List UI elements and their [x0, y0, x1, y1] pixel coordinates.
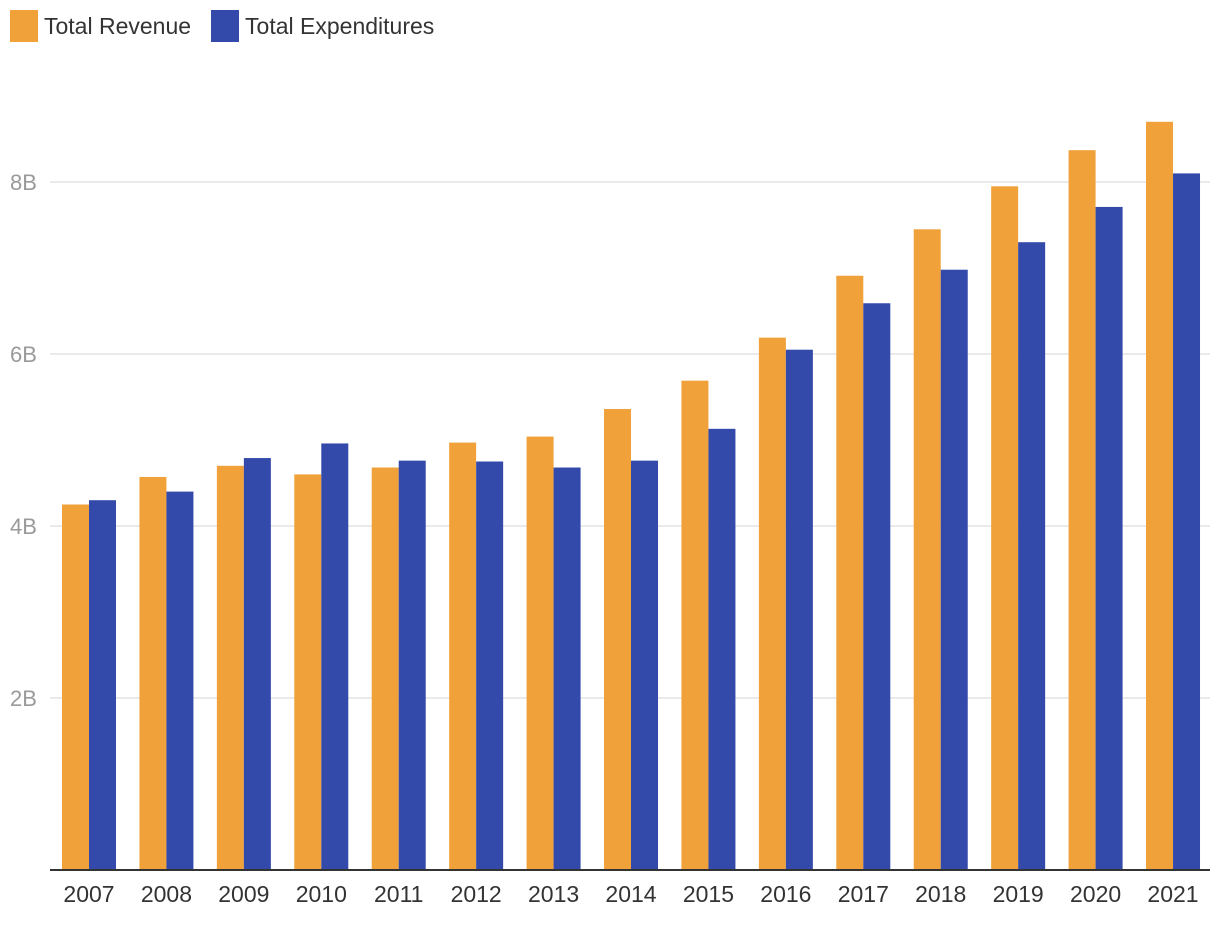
bar-total-expenditures-2014[interactable]: [631, 460, 659, 870]
y-tick-label: 4B: [10, 514, 37, 539]
bar-total-expenditures-2013[interactable]: [553, 467, 581, 870]
bar-total-expenditures-2007[interactable]: [89, 500, 116, 870]
y-tick-label: 2B: [10, 686, 37, 711]
bar-total-expenditures-2011[interactable]: [398, 460, 426, 870]
bar-total-revenue-2019[interactable]: [991, 186, 1019, 871]
legend-swatch-total-revenue: [10, 10, 38, 42]
x-tick-label-2016: 2016: [760, 881, 811, 907]
x-tick-label-2018: 2018: [915, 881, 966, 907]
x-tick-label-2017: 2017: [838, 881, 889, 907]
x-tick-label-2020: 2020: [1070, 881, 1121, 907]
bar-total-expenditures-2018[interactable]: [940, 269, 968, 871]
bar-total-expenditures-2008[interactable]: [166, 491, 194, 870]
bar-total-expenditures-2016[interactable]: [785, 349, 813, 870]
bar-total-revenue-2017[interactable]: [836, 275, 864, 870]
bars: [62, 121, 1201, 871]
bar-total-revenue-2014[interactable]: [604, 409, 632, 870]
bar-total-revenue-2015[interactable]: [681, 380, 709, 870]
axes: 2B 4B 6B 8B 2007 2008 2009 2010 2011 2012 2013 2014…: [10, 170, 1210, 907]
bar-total-expenditures-2019[interactable]: [1018, 242, 1046, 870]
bar-total-revenue-2018[interactable]: [913, 229, 941, 871]
bar-total-expenditures-2021[interactable]: [1173, 173, 1201, 870]
y-tick-label: 8B: [10, 170, 37, 195]
bar-total-revenue-2009[interactable]: [216, 465, 244, 870]
legend-swatch-total-expenditures: [211, 10, 240, 42]
bar-total-revenue-2013[interactable]: [526, 436, 554, 870]
x-tick-label-2014: 2014: [605, 881, 656, 907]
bar-total-revenue-2021[interactable]: [1146, 121, 1174, 871]
bar-total-revenue-2007[interactable]: [62, 504, 89, 871]
bar-total-revenue-2012[interactable]: [449, 442, 477, 870]
legend: Total Revenue Total Expenditures: [10, 10, 434, 42]
legend-item-total-expenditures[interactable]: Total Expenditures: [211, 10, 434, 42]
x-tick-label-2008: 2008: [141, 881, 192, 907]
x-tick-label-2013: 2013: [528, 881, 579, 907]
y-tick-label: 6B: [10, 342, 37, 367]
legend-label-total-expenditures: Total Expenditures: [245, 12, 435, 39]
x-tick-label-2010: 2010: [296, 881, 347, 907]
legend-item-total-revenue[interactable]: Total Revenue: [10, 10, 191, 42]
bar-total-expenditures-2017[interactable]: [863, 303, 891, 870]
bar-total-expenditures-2012[interactable]: [476, 461, 504, 871]
x-tick-label-2021: 2021: [1147, 881, 1198, 907]
x-tick-label-2012: 2012: [451, 881, 502, 907]
bar-total-expenditures-2015[interactable]: [708, 428, 736, 870]
legend-label-total-revenue: Total Revenue: [44, 12, 192, 39]
bar-total-expenditures-2009[interactable]: [243, 458, 271, 870]
bar-total-revenue-2008[interactable]: [139, 476, 167, 870]
bar-total-revenue-2016[interactable]: [758, 337, 786, 870]
bar-total-revenue-2010[interactable]: [294, 474, 322, 870]
x-tick-label-2011: 2011: [374, 881, 423, 907]
bar-total-revenue-2011[interactable]: [371, 467, 399, 870]
bar-total-expenditures-2010[interactable]: [321, 443, 349, 870]
x-tick-label-2015: 2015: [683, 881, 734, 907]
bar-total-revenue-2020[interactable]: [1068, 150, 1096, 870]
x-tick-label-2007: 2007: [63, 881, 114, 907]
x-tick-label-2009: 2009: [218, 881, 269, 907]
bar-total-expenditures-2020[interactable]: [1095, 206, 1123, 870]
x-tick-label-2019: 2019: [993, 881, 1044, 907]
